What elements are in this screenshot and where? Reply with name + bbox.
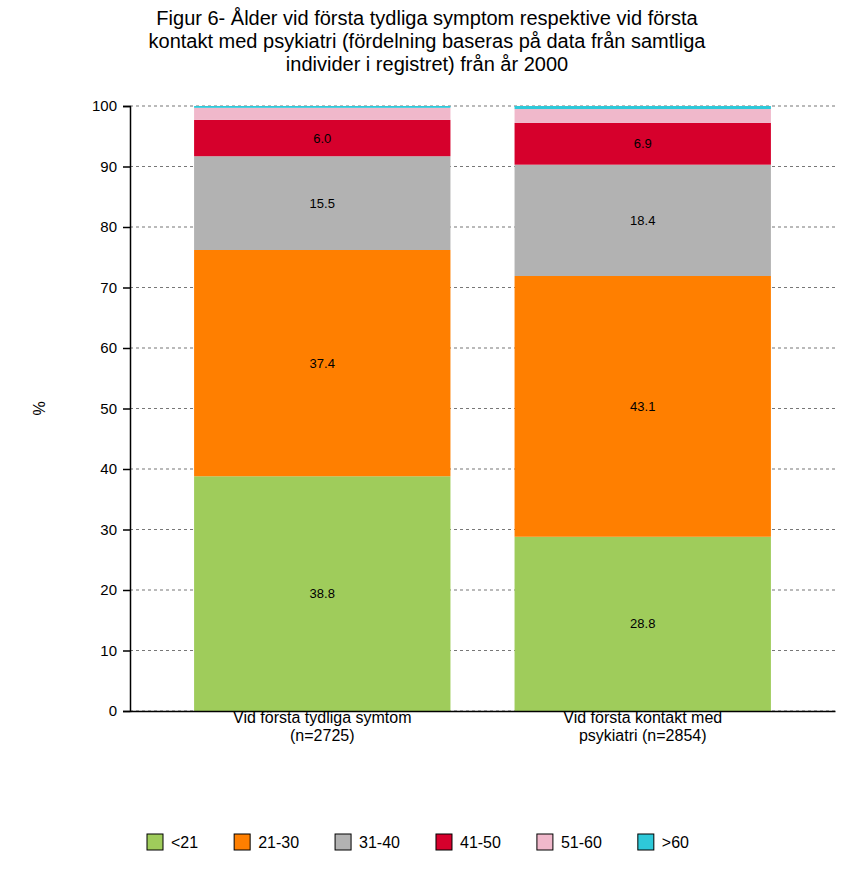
legend-item: 21-30 [234,834,299,851]
legend-label: 21-30 [258,834,299,851]
legend-label: 51-60 [561,834,602,851]
legend-item: >60 [638,834,689,851]
chart-svg: Figur 6- Ålder vid första tydliga sympto… [0,0,854,870]
data-label: 43.1 [630,399,655,414]
y-tick: 20 [100,581,130,598]
data-label: 28.8 [630,616,655,631]
text-line: individer i registret) från år 2000 [286,53,568,75]
y-tick-label: 10 [100,642,117,659]
text-line: psykiatri (n=2854) [579,727,707,744]
bar-segment [194,106,450,108]
y-tick-mark [123,227,130,229]
data-labels: 38.8 28.8 37.4 43.1 15.5 18.4 6.0 6.9 [310,131,656,632]
legend-swatch [335,834,351,850]
bar-segment [515,109,771,123]
bar-segment [194,476,450,711]
x-tick-label: Vid första tydliga symtom(n=2725) [233,709,411,744]
bar-segment [515,537,771,711]
y-axis-line [123,107,131,712]
legend-label: 31-40 [359,834,400,851]
y-axis-title: % [31,401,48,415]
y-tick: 70 [100,279,130,296]
bar-segment [515,123,771,165]
bar-segment [515,106,771,109]
bars [194,106,771,711]
legend-label: <21 [171,834,198,851]
chart-title: Figur 6- Ålder vid första tydliga sympto… [149,7,707,75]
y-tick: 40 [100,460,130,477]
y-tick-label: 60 [100,339,117,356]
legend-label: 41-50 [460,834,501,851]
legend: <21 21-30 31-40 41-50 51-60 >60 [147,834,689,851]
bar-segment [515,165,771,276]
text-line: Vid första tydliga symtom [233,709,411,726]
legend-label: >60 [662,834,689,851]
y-axis: 0 10 20 30 40 50 60 70 80 90 100 [92,97,131,719]
data-label: 37.4 [310,356,335,371]
bar-segment [194,250,450,476]
y-tick-mark [123,590,130,592]
y-tick-mark [123,650,130,652]
x-axis: Vid första tydliga symtom(n=2725)Vid för… [131,709,836,744]
text-line: (n=2725) [290,727,355,744]
grid [130,106,835,711]
y-tick-label: 40 [100,460,117,477]
y-tick-label: 30 [100,521,117,538]
bar-segment [194,156,450,250]
legend-swatch [234,834,250,850]
legend-item: 51-60 [537,834,602,851]
y-tick: 90 [100,158,130,175]
text-line: kontakt med psykiatri (fördelning basera… [149,30,707,52]
legend-swatch [638,834,654,850]
x-tick: Vid första kontakt medpsykiatri (n=2854) [563,709,722,744]
bar-segment [515,276,771,537]
data-label: 15.5 [310,196,335,211]
y-tick-mark [123,408,130,410]
x-tick-label: Vid första kontakt medpsykiatri (n=2854) [563,709,722,744]
y-tick: 80 [100,218,130,235]
y-tick-label: 50 [100,400,117,417]
data-label: 6.9 [634,136,652,151]
y-tick: 100 [92,97,130,114]
y-tick-mark [123,529,130,531]
legend-swatch [147,834,163,850]
y-tick-label: 0 [109,702,117,719]
y-tick-label: 20 [100,581,117,598]
y-tick-label: 80 [100,218,117,235]
legend-item: 31-40 [335,834,400,851]
y-tick-label: 100 [92,97,117,114]
legend-item: <21 [147,834,198,851]
y-tick-mark [123,711,130,713]
legend-item: 41-50 [436,834,501,851]
y-tick: 10 [100,642,130,659]
y-tick: 30 [100,521,130,538]
y-tick-label: 90 [100,158,117,175]
data-label: 18.4 [630,213,655,228]
y-tick: 0 [109,702,130,719]
plot-area: 38.8 28.8 37.4 43.1 15.5 18.4 6.0 6.9 0 10 20 30 40 5… [92,97,836,744]
text-line: Vid första kontakt med [563,709,722,726]
y-tick-mark [123,287,130,289]
y-tick-mark [123,166,130,168]
y-tick: 50 [100,400,130,417]
legend-swatch [537,834,553,850]
y-tick-label: 70 [100,279,117,296]
x-tick: Vid första tydliga symtom(n=2725) [233,709,411,744]
data-label: 38.8 [310,586,335,601]
bar-segment [194,108,450,120]
legend-swatch [436,834,452,850]
y-tick-mark [123,469,130,471]
data-label: 6.0 [313,131,331,146]
y-tick-mark [123,106,130,108]
y-tick-mark [123,348,130,350]
y-tick: 60 [100,339,130,356]
text-line: Figur 6- Ålder vid första tydliga sympto… [156,7,698,29]
bar-segment [194,120,450,156]
